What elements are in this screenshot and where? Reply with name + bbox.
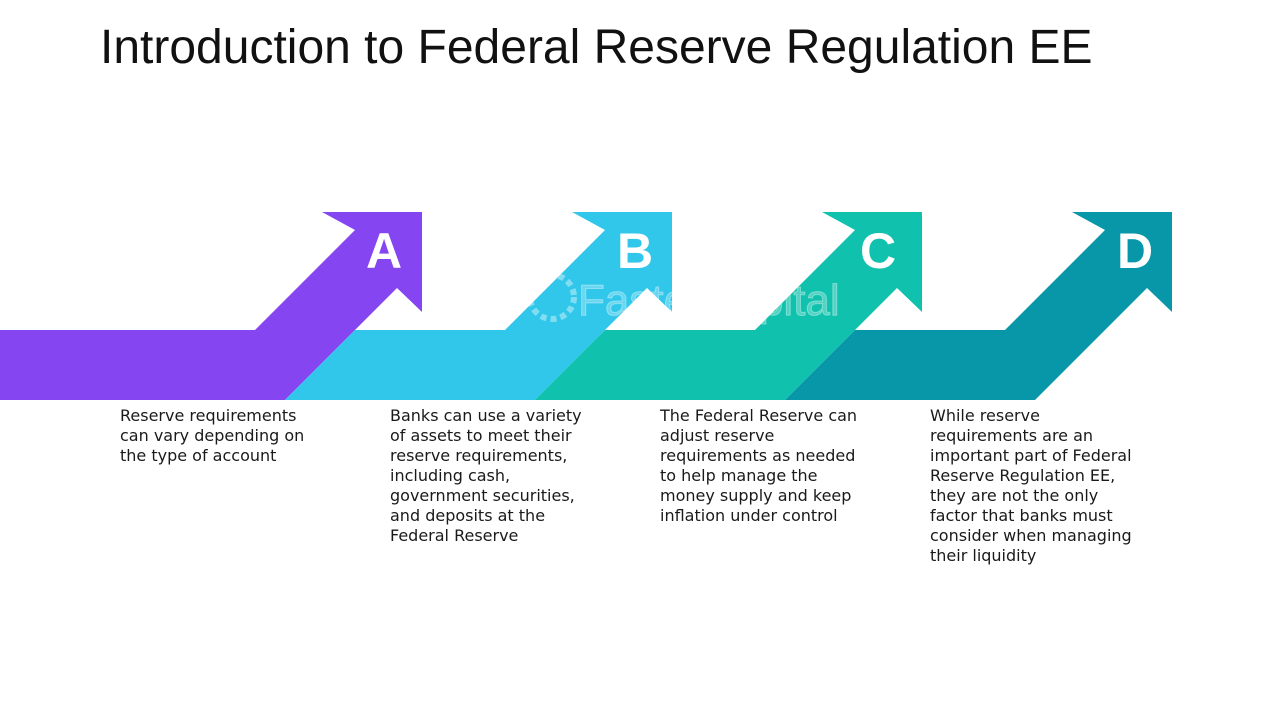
step-letter-c: C: [860, 223, 896, 279]
watermark: FasterCapital: [527, 272, 840, 326]
arrow-a: [0, 212, 422, 400]
arrow-c: [535, 212, 922, 400]
gear-icon: [527, 272, 577, 322]
arrow-d: [785, 212, 1172, 400]
watermark-text: FasterCapital: [578, 276, 840, 325]
step-letter-b: B: [617, 223, 653, 279]
step-description-a: Reserve requirements can vary depending …: [120, 406, 305, 465]
step-description-c: The Federal Reserve can adjust reserve r…: [660, 406, 858, 525]
step-letter-d: D: [1117, 223, 1153, 279]
arrow-b: [285, 212, 672, 400]
step-letter-a: A: [366, 223, 402, 279]
page-title: Introduction to Federal Reserve Regulati…: [100, 21, 1093, 74]
step-description-b: Banks can use a variety of assets to mee…: [390, 406, 582, 545]
step-description-d: While reserve requirements are an import…: [930, 406, 1132, 565]
